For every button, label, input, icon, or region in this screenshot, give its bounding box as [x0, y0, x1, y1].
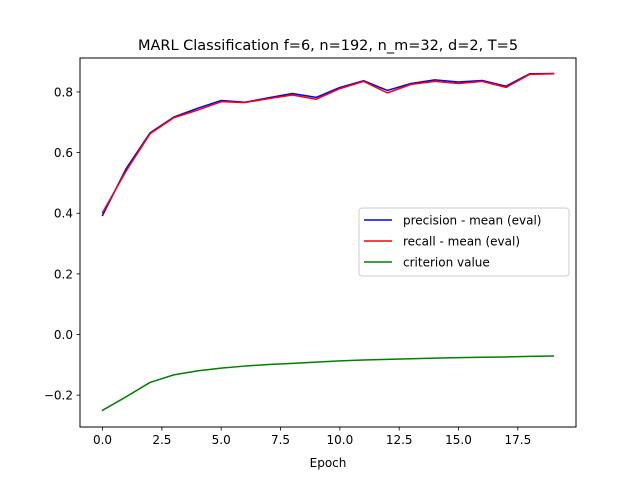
x-tick-label: 7.5 [271, 433, 290, 447]
chart-title: MARL Classification f=6, n=192, n_m=32, … [138, 38, 518, 54]
legend-label: recall - mean (eval) [403, 235, 520, 249]
x-axis-ticks: 0.0 2.5 5.0 7.5 10.0 12.5 15.0 17.5 [93, 427, 531, 447]
y-axis-ticks: −0.2 0.0 0.2 0.4 0.6 0.8 [44, 85, 80, 403]
x-axis-label: Epoch [310, 456, 347, 470]
series-line-2 [101, 73, 555, 214]
y-tick-label: 0.0 [54, 328, 73, 342]
legend: precision - mean (eval) recall - mean (ev… [358, 207, 570, 277]
legend-box [358, 207, 570, 277]
series-line-3 [101, 355, 555, 412]
legend-label: criterion value [403, 256, 490, 270]
x-tick-label: 2.5 [152, 433, 171, 447]
y-tick-label: −0.2 [44, 389, 73, 403]
y-tick-label: 0.6 [54, 146, 73, 160]
x-tick-label: 0.0 [93, 433, 112, 447]
y-tick-label: 0.4 [54, 207, 73, 221]
legend-label: precision - mean (eval) [403, 214, 541, 228]
y-tick-label: 0.2 [54, 267, 73, 281]
x-tick-label: 17.5 [504, 433, 531, 447]
x-tick-label: 5.0 [212, 433, 231, 447]
plot-frame [79, 57, 577, 428]
x-tick-label: 12.5 [386, 433, 413, 447]
x-tick-label: 15.0 [445, 433, 472, 447]
y-tick-label: 0.8 [54, 85, 73, 99]
plot-lines [101, 72, 555, 412]
x-tick-label: 10.0 [327, 433, 354, 447]
series-line-1 [101, 72, 555, 217]
